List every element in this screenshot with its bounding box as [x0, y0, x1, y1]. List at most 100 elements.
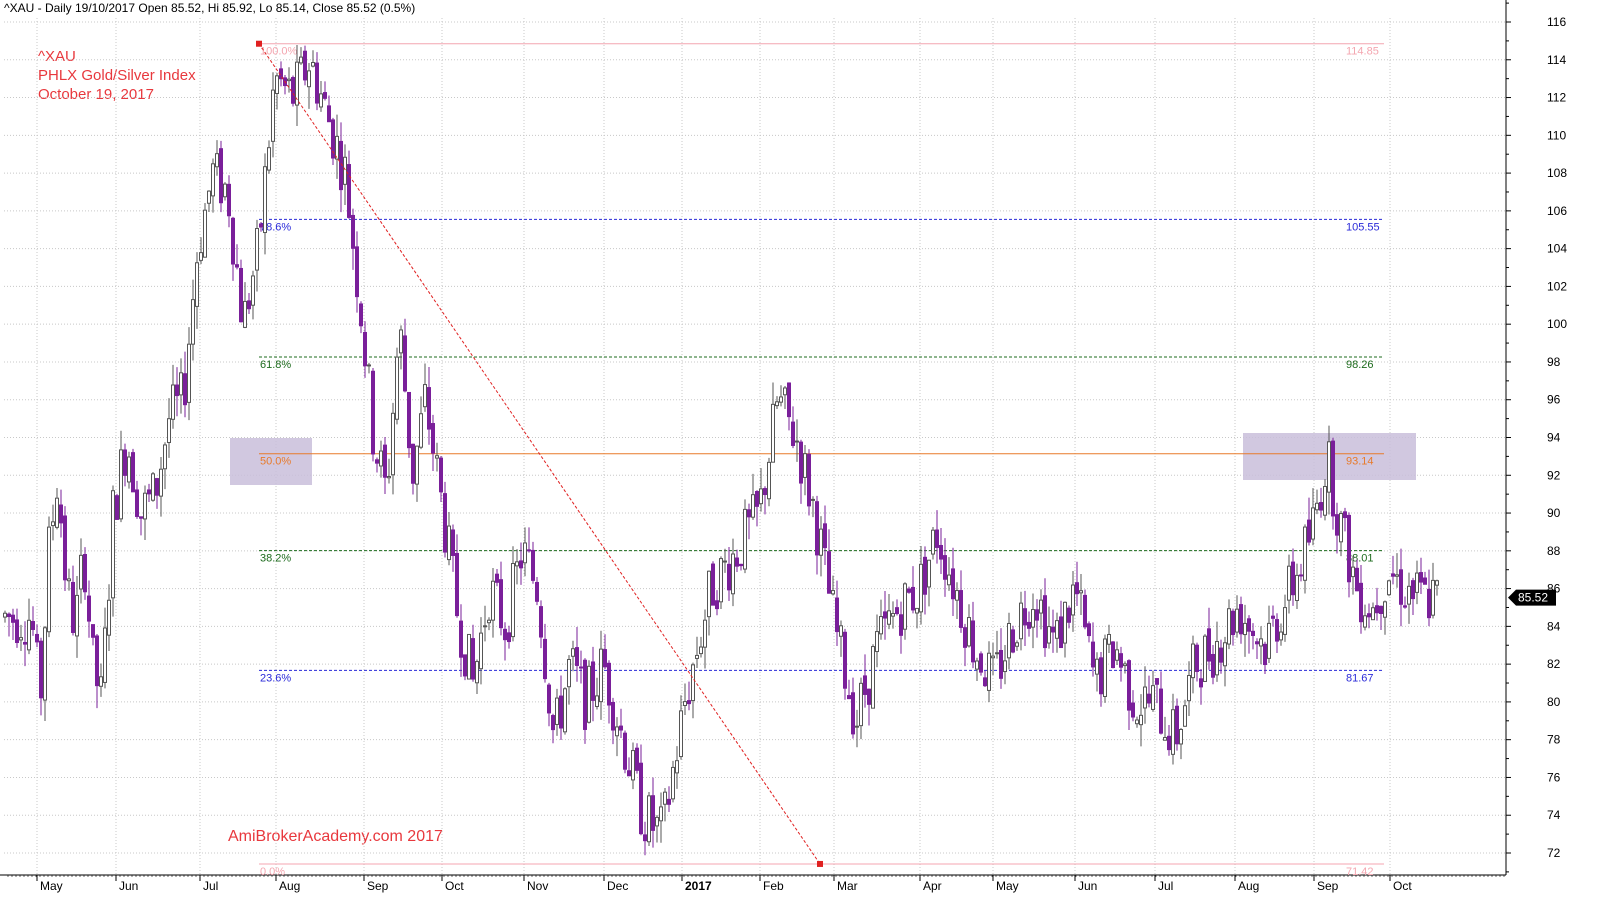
- candle-body: [215, 153, 219, 168]
- fib-value-label: 93.14: [1346, 456, 1374, 468]
- candle-body: [111, 490, 115, 599]
- candle-body: [1243, 622, 1247, 636]
- fib-pct-label: 38.2%: [260, 553, 291, 565]
- candle-body: [1103, 638, 1107, 697]
- fib-pct-label: 50.0%: [260, 456, 291, 468]
- candle-body: [1047, 626, 1051, 644]
- candle-body: [1223, 642, 1227, 667]
- candle-body: [935, 529, 939, 548]
- fib-pct-label: 100.0%: [260, 46, 298, 58]
- candle-body: [211, 163, 215, 197]
- candle-body: [1291, 561, 1295, 596]
- fib-value-label: 114.85: [1346, 46, 1379, 58]
- candle-body: [527, 549, 531, 552]
- candle-body: [879, 616, 883, 635]
- candle-body: [1363, 615, 1367, 628]
- candle-body: [1391, 573, 1395, 577]
- candle-body: [439, 457, 443, 493]
- candle-body: [751, 494, 755, 518]
- candle-body: [1271, 615, 1275, 619]
- candle-body: [19, 637, 23, 641]
- candle-body: [387, 476, 391, 479]
- candle-body: [319, 93, 323, 108]
- candle-body: [855, 725, 859, 728]
- candle-body: [399, 329, 403, 354]
- y-tick-label: 82: [1547, 657, 1561, 671]
- candle-body: [575, 647, 579, 666]
- annotation-index-name: PHLX Gold/Silver Index: [38, 67, 196, 84]
- candle-body: [1023, 608, 1027, 626]
- x-tick-label: Sep: [1317, 879, 1339, 893]
- candle-body: [475, 661, 479, 684]
- candle-body: [1031, 609, 1035, 628]
- candle-body: [787, 382, 791, 418]
- candle-body: [1251, 630, 1255, 637]
- candle-body: [763, 488, 767, 496]
- candle-body: [451, 529, 455, 556]
- candle-body: [1055, 620, 1059, 639]
- candle-body: [711, 563, 715, 606]
- candle-body: [939, 544, 943, 560]
- candle-body: [1115, 649, 1119, 661]
- candle-body: [1327, 441, 1331, 493]
- fib-value-label: 81.67: [1346, 672, 1374, 684]
- candle-body: [987, 652, 991, 691]
- candle-body: [779, 396, 783, 403]
- trend-anchor-end[interactable]: [817, 860, 823, 867]
- candle-body: [1323, 485, 1327, 516]
- y-tick-label: 84: [1547, 619, 1561, 633]
- candle-body: [591, 661, 595, 701]
- candle-body: [431, 423, 435, 454]
- candle-body: [403, 335, 407, 392]
- fib-pct-label: 61.8%: [260, 359, 291, 371]
- candle-body: [811, 498, 815, 501]
- candle-body: [1259, 638, 1263, 647]
- candle-body: [671, 766, 675, 800]
- candle-body: [1283, 607, 1287, 635]
- x-tick-label: Feb: [763, 879, 784, 893]
- candle-body: [1087, 623, 1091, 637]
- candle-body: [1375, 605, 1379, 614]
- candle-body: [1311, 507, 1315, 540]
- candle-body: [163, 444, 167, 470]
- candle-body: [1043, 595, 1047, 649]
- candle-body: [731, 553, 735, 595]
- candle-body: [1179, 728, 1183, 745]
- candle-body: [183, 373, 187, 406]
- candle-body: [1335, 514, 1339, 536]
- candle-body: [955, 590, 959, 601]
- candle-body: [1123, 663, 1127, 667]
- candle-body: [1099, 657, 1103, 695]
- candle-body: [419, 413, 423, 448]
- candle-body: [323, 92, 327, 99]
- candle-body: [915, 607, 919, 614]
- candle-body: [767, 461, 771, 500]
- highlight-box-left: [230, 438, 312, 485]
- candle-body: [511, 563, 515, 638]
- candle-body: [899, 614, 903, 636]
- candle-body: [623, 732, 627, 770]
- y-tick-label: 98: [1547, 355, 1561, 369]
- candle-body: [375, 459, 379, 464]
- candle-body: [351, 214, 355, 249]
- trend-anchor-start[interactable]: [256, 40, 262, 47]
- y-tick-label: 100: [1547, 317, 1567, 331]
- y-tick-label: 90: [1547, 506, 1561, 520]
- candle-body: [823, 523, 827, 549]
- candle-body: [459, 620, 463, 658]
- candle-body: [1155, 678, 1159, 685]
- candle-body: [819, 528, 823, 556]
- candle-body: [391, 412, 395, 476]
- candle-body: [843, 631, 847, 689]
- candle-body: [491, 580, 495, 621]
- fib-value-label: 98.26: [1346, 359, 1374, 371]
- candle-body: [911, 586, 915, 611]
- candle-body: [107, 599, 111, 636]
- candle-body: [287, 78, 291, 82]
- candle-body: [891, 613, 895, 617]
- y-tick-label: 72: [1547, 846, 1561, 860]
- candle-body: [227, 183, 231, 217]
- x-tick-label: Jun: [1078, 879, 1097, 893]
- candle-body: [1083, 594, 1087, 628]
